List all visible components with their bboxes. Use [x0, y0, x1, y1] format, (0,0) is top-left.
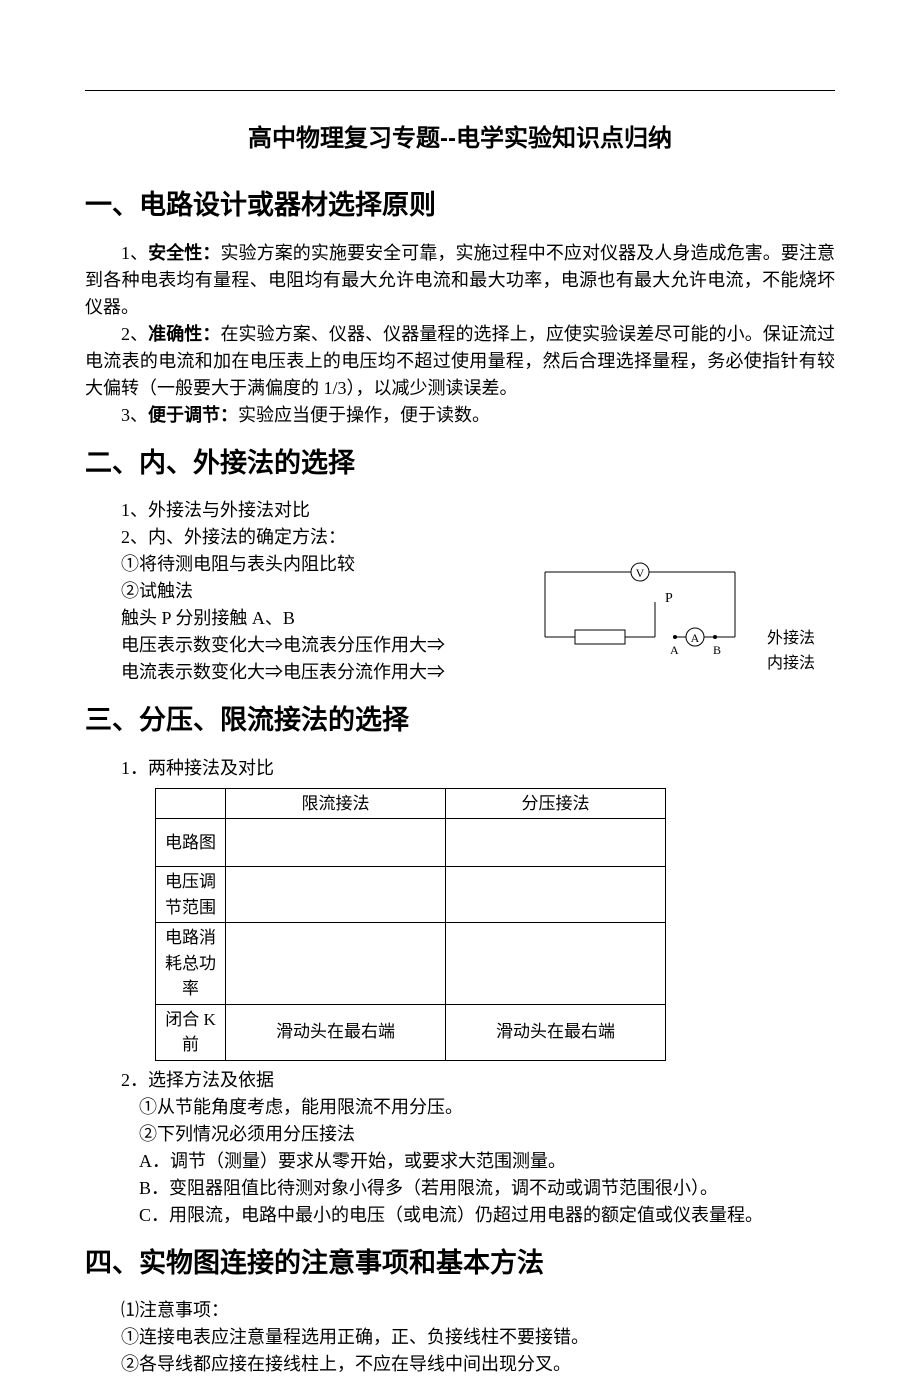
voltmeter-label: V	[636, 566, 645, 580]
cell-empty	[226, 819, 446, 867]
cell-empty	[226, 867, 446, 923]
doc-title: 高中物理复习专题--电学实验知识点归纳	[85, 121, 835, 157]
sec1-p2: 2、准确性：在实验方案、仪器、仪器量程的选择上，应使实验误差尽可能的小。保证流过…	[85, 321, 835, 402]
cell-empty	[446, 923, 666, 1005]
sec1-p3-prefix: 3、	[121, 405, 148, 425]
sec1-p3: 3、便于调节：实验应当便于操作，便于读数。	[85, 402, 835, 429]
cell-empty	[446, 867, 666, 923]
section-2-heading: 二、内、外接法的选择	[85, 443, 835, 484]
sec4-l1: ⑴注意事项：	[121, 1297, 835, 1324]
sec4-l3: ②各导线都应接在接线柱上，不应在导线中间出现分叉。	[121, 1351, 835, 1378]
cell-empty	[446, 819, 666, 867]
table-row: 限流接法 分压接法	[156, 788, 666, 819]
ammeter-label: A	[691, 631, 700, 645]
sec1-p1: 1、安全性：实验方案的实施要安全可靠，实施过程中不应对仪器及人身造成危害。要注意…	[85, 240, 835, 321]
cell-slider-right-2: 滑动头在最右端	[446, 1004, 666, 1060]
row-power: 电路消耗总功率	[156, 923, 226, 1005]
circuit-svg: V A P A B	[535, 557, 805, 677]
sec3-lB: B．变阻器阻值比待测对象小得多（若用限流，调不动或调节范围很小）。	[139, 1175, 835, 1202]
section-4-heading: 四、实物图连接的注意事项和基本方法	[85, 1243, 835, 1284]
sec2-l3: ①将待测电阻与表头内阻比较	[121, 551, 498, 578]
sec3-l3: ①从节能角度考虑，能用限流不用分压。	[139, 1094, 835, 1121]
node-b-label: B	[713, 643, 721, 657]
sec1-p2-prefix: 2、	[121, 324, 148, 344]
table-row: 电压调节范围	[156, 867, 666, 923]
internal-method-label: 内接法	[767, 652, 815, 676]
section-1-heading: 一、电路设计或器材选择原则	[85, 185, 835, 226]
sec2-l6: 电压表示数变化大⇒电流表分压作用大⇒	[121, 632, 498, 659]
cell-slider-right-1: 滑动头在最右端	[226, 1004, 446, 1060]
sec3-l4: ②下列情况必须用分压接法	[139, 1121, 835, 1148]
row-circuit: 电路图	[156, 819, 226, 867]
sec2-l4: ②试触法	[121, 578, 498, 605]
sec1-p1-prefix: 1、	[121, 243, 148, 263]
probe-p-label: P	[665, 591, 673, 606]
sec1-p3-bold: 便于调节：	[148, 405, 238, 425]
col-divider: 分压接法	[446, 788, 666, 819]
sec1-p3-text: 实验应当便于操作，便于读数。	[238, 405, 490, 425]
sec1-p1-bold: 安全性：	[148, 243, 220, 263]
sec2-l7: 电流表示数变化大⇒电压表分流作用大⇒	[121, 659, 498, 686]
sec2-block: 1、外接法与外接法对比 2、内、外接法的确定方法： ①将待测电阻与表头内阻比较 …	[85, 497, 835, 686]
sec3-lA: A．调节（测量）要求从零开始，或要求大范围测量。	[139, 1148, 835, 1175]
compare-table: 限流接法 分压接法 电路图 电压调节范围 电路消耗总功率 闭合 K前 滑动头在最…	[155, 788, 666, 1061]
sec4-l2: ①连接电表应注意量程选用正确，正、负接线柱不要接错。	[121, 1324, 835, 1351]
top-rule	[85, 90, 835, 91]
table-row: 闭合 K前 滑动头在最右端 滑动头在最右端	[156, 1004, 666, 1060]
row-voltage-range: 电压调节范围	[156, 867, 226, 923]
sec1-p2-bold: 准确性：	[148, 324, 220, 344]
cell-empty	[226, 923, 446, 1005]
section-3-heading: 三、分压、限流接法的选择	[85, 700, 835, 741]
sec2-l2: 2、内、外接法的确定方法：	[121, 524, 498, 551]
sec3-l2: 2．选择方法及依据	[121, 1067, 835, 1094]
sec2-l5: 触头 P 分别接触 A、B	[121, 605, 498, 632]
circuit-diagram: V A P A B 外接法 内接法	[535, 557, 805, 677]
sec2-text: 1、外接法与外接法对比 2、内、外接法的确定方法： ①将待测电阻与表头内阻比较 …	[85, 497, 498, 686]
external-method-label: 外接法	[767, 627, 815, 651]
col-limiter: 限流接法	[226, 788, 446, 819]
table-row: 电路消耗总功率	[156, 923, 666, 1005]
row-before-close: 闭合 K前	[156, 1004, 226, 1060]
sec2-l1: 1、外接法与外接法对比	[121, 497, 498, 524]
sec3-lC: C．用限流，电路中最小的电压（或电流）仍超过用电器的额定值或仪表量程。	[139, 1202, 835, 1229]
node-a-label: A	[670, 643, 679, 657]
table-corner	[156, 788, 226, 819]
sec3-l1: 1．两种接法及对比	[121, 755, 835, 782]
table-row: 电路图	[156, 819, 666, 867]
